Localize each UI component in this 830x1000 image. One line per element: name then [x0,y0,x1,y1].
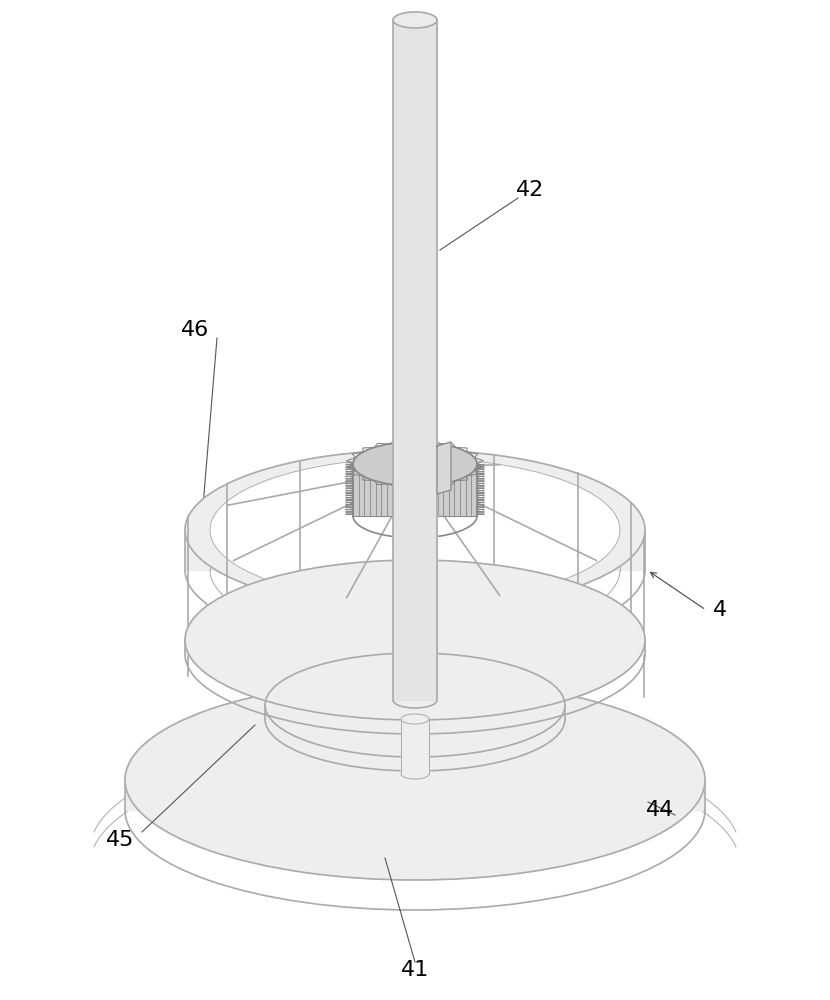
Text: 4: 4 [713,600,727,620]
Polygon shape [353,442,477,486]
Polygon shape [185,450,645,610]
Text: 42: 42 [516,180,544,200]
Polygon shape [401,714,429,724]
Polygon shape [185,530,645,570]
Text: 41: 41 [401,960,429,980]
Polygon shape [265,705,565,719]
Polygon shape [125,680,705,880]
Polygon shape [401,719,429,774]
Polygon shape [353,464,477,516]
Polygon shape [125,780,705,810]
Text: 45: 45 [105,830,134,850]
Polygon shape [393,12,437,28]
Polygon shape [393,20,437,700]
Polygon shape [437,442,451,494]
Polygon shape [185,640,645,654]
Text: 46: 46 [181,320,209,340]
Polygon shape [185,560,645,720]
Text: 44: 44 [646,800,674,820]
Polygon shape [210,458,620,602]
Polygon shape [265,653,565,757]
